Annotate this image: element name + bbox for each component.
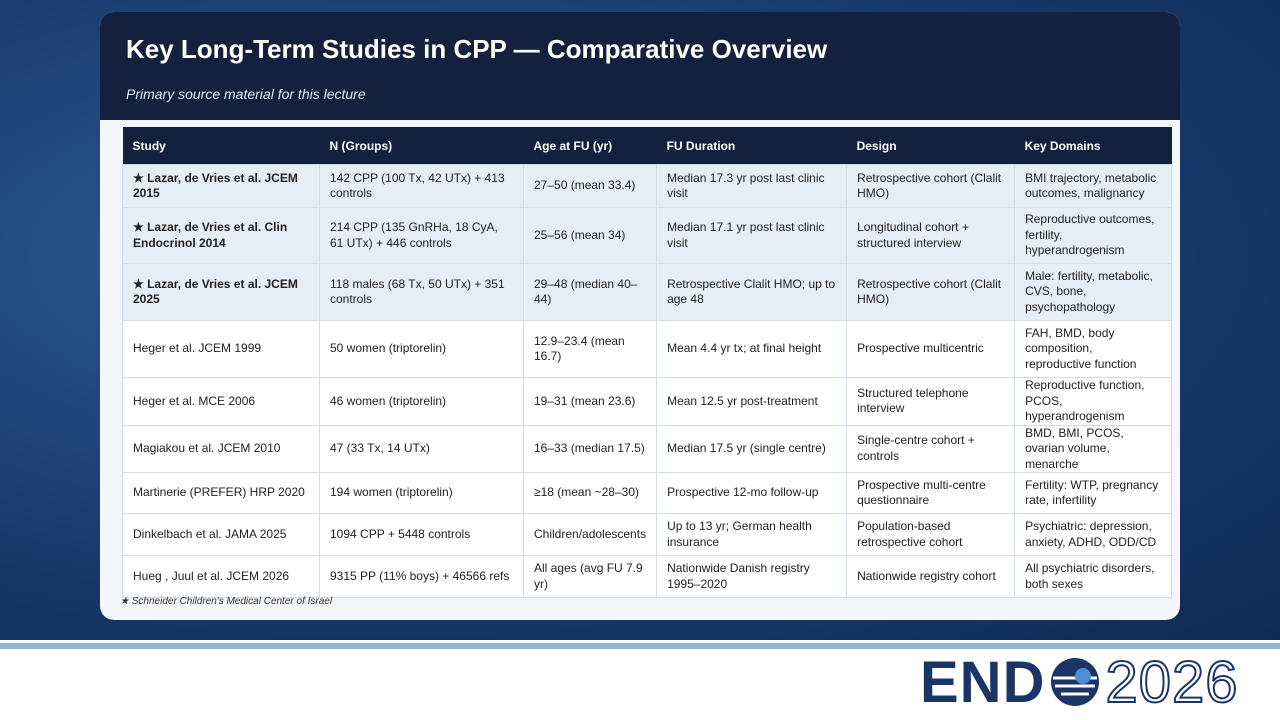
table-cell: Retrospective Clalit HMO; up to age 48 — [656, 263, 848, 321]
table-cell: Longitudinal cohort + structured intervi… — [846, 207, 1016, 264]
table-cell: ★ Lazar, de Vries et al. Clin Endocrinol… — [122, 207, 320, 264]
column-header: FU Duration — [656, 127, 847, 165]
logo-year: 2026 — [1104, 649, 1239, 716]
table-cell: 142 CPP (100 Tx, 42 UTx) + 413 controls — [319, 164, 524, 208]
table-cell: Median 17.3 yr post last clinic visit — [656, 164, 848, 208]
table-cell: ★ Lazar, de Vries et al. JCEM 2015 — [122, 164, 320, 208]
logo-globe — [1051, 658, 1100, 706]
table-row: ★ Lazar, de Vries et al. JCEM 2015 142 CP… — [122, 164, 1173, 208]
table-row: Dinkelbach et al. JAMA 2025 1094 CPP + 54… — [122, 513, 1173, 556]
table-cell: 214 CPP (135 GnRHa, 18 CyA, 61 UTx) + 44… — [319, 207, 524, 264]
table-cell: Median 17.5 yr (single centre) — [656, 424, 848, 473]
table-cell: Prospective 12-mo follow-up — [656, 472, 848, 514]
table-cell: BMD, BMI, PCOS, ovarian volume, menarche — [1014, 424, 1173, 473]
table-row: Martinerie (PREFER) HRP 2020 194 women (t… — [122, 472, 1173, 514]
table-cell: Single-centre cohort + controls — [846, 424, 1016, 473]
table-cell: Reproductive outcomes, fertility, hypera… — [1014, 207, 1173, 264]
table-cell: ★ Lazar, de Vries et al. JCEM 2025 — [122, 263, 320, 321]
subtitle: Primary source material for this lecture — [126, 86, 366, 102]
table-cell: 25–56 (mean 34) — [522, 207, 658, 264]
table-cell: Nationwide Danish registry 1995–2020 — [656, 555, 848, 598]
title: Key Long-Term Studies in CPP — Comparati… — [126, 34, 828, 64]
table-cell: Population-based retrospective cohort — [846, 513, 1016, 556]
table-cell: Dinkelbach et al. JAMA 2025 — [122, 513, 320, 556]
table-cell: 46 women (triptorelin) — [319, 377, 524, 426]
table-cell: 194 women (triptorelin) — [319, 472, 524, 514]
table-cell: 50 women (triptorelin) — [319, 320, 524, 378]
table-row: Heger et al. MCE 2006 46 women (triptorel… — [122, 377, 1173, 426]
table-cell: Up to 13 yr; German health insurance — [656, 513, 848, 556]
logo-text: END — [920, 649, 1046, 715]
column-header: N (Groups) — [319, 127, 524, 165]
table-cell: Retrospective cohort (Clalit HMO) — [846, 263, 1016, 321]
header-row: Study N (Groups) Age at FU (yr) FU Duration… — [122, 127, 1172, 165]
table-cell: 16–33 (median 17.5) — [522, 424, 658, 473]
table-cell: ≥18 (mean ~28–30) — [522, 472, 658, 514]
slide-card: Key Long-Term Studies in CPP — Comparati… — [100, 12, 1180, 620]
table-cell: Prospective multi-centre questionnaire — [846, 472, 1016, 514]
table-cell: 9315 PP (11% boys) + 46566 refs — [319, 555, 524, 598]
table-row: ★ Lazar, de Vries et al. Clin Endocrinol… — [122, 207, 1173, 264]
table-row: ★ Lazar, de Vries et al. JCEM 2025 118 ma… — [122, 263, 1173, 321]
table-cell: Psychiatric: depression, anxiety, ADHD, … — [1014, 513, 1173, 556]
table-cell: FAH, BMD, body composition, reproductive… — [1014, 320, 1173, 378]
table-cell: Prospective multicentric — [846, 320, 1016, 378]
table-cell: 47 (33 Tx, 14 UTx) — [319, 424, 524, 473]
table-cell: Mean 4.4 yr tx; at final height — [656, 320, 848, 378]
table-row: Heger et al. JCEM 1999 50 women (triptore… — [122, 320, 1173, 378]
table-cell: Martinerie (PREFER) HRP 2020 — [122, 472, 320, 514]
table-cell: Structured telephone interview — [846, 377, 1016, 426]
table-cell: All ages (avg FU 7.9 yr) — [522, 555, 658, 598]
table-cell: Fertility: WTP, pregnancy rate, infertil… — [1014, 472, 1173, 514]
table-cell: 118 males (68 Tx, 50 UTx) + 351 controls — [319, 263, 524, 321]
table-cell: All psychiatric disorders, both sexes — [1014, 555, 1173, 598]
logo: END 2026 — [920, 649, 1239, 716]
header: Key Long-Term Studies in CPP — Comparati… — [100, 12, 1180, 120]
table-cell: Heger et al. MCE 2006 — [122, 377, 320, 426]
column-header: Age at FU (yr) — [523, 127, 657, 165]
table-row: Magiakou et al. JCEM 2010 47 (33 Tx, 14 U… — [122, 424, 1173, 473]
table-cell: Heger et al. JCEM 1999 — [122, 320, 320, 378]
column-header: Design — [846, 127, 1015, 165]
table-cell: Retrospective cohort (Clalit HMO) — [846, 164, 1016, 208]
divider — [0, 643, 1280, 649]
table-cell: Nationwide registry cohort — [846, 555, 1016, 598]
table-cell: Mean 12.5 yr post-treatment — [656, 377, 848, 426]
table-cell: 1094 CPP + 5448 controls — [319, 513, 524, 556]
table-cell: BMI trajectory, metabolic outcomes, mali… — [1014, 164, 1173, 208]
table-cell: 19–31 (mean 23.6) — [522, 377, 658, 426]
column-header: Study — [122, 127, 320, 165]
footnote: ★ Schneider Children's Medical Center of… — [120, 596, 333, 607]
table: Study N (Groups) Age at FU (yr) FU Duration… — [122, 127, 1173, 598]
table-cell: 12.9–23.4 (mean 16.7) — [522, 320, 658, 378]
table-cell: Hueg , Juul et al. JCEM 2026 — [122, 555, 320, 598]
table-cell: Magiakou et al. JCEM 2010 — [122, 424, 320, 473]
table-cell: Reproductive function, PCOS, hyperandrog… — [1014, 377, 1173, 426]
table-cell: Median 17.1 yr post last clinic visit — [656, 207, 848, 264]
table-row: Hueg , Juul et al. JCEM 2026 9315 PP (11%… — [122, 555, 1173, 598]
table-cell: 29–48 (median 40–44) — [522, 263, 658, 321]
table-cell: 27–50 (mean 33.4) — [522, 164, 658, 208]
table-cell: Male: fertility, metabolic, CVS, bone, p… — [1014, 263, 1173, 321]
table-cell: Children/adolescents — [522, 513, 658, 556]
column-header: Key Domains — [1014, 127, 1172, 165]
